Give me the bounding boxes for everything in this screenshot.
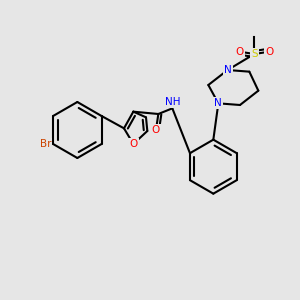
Text: Br: Br [40,139,51,149]
Text: O: O [265,47,274,57]
Text: NH: NH [165,97,180,107]
Text: N: N [224,65,232,75]
Text: O: O [235,47,244,57]
Text: N: N [214,98,222,108]
Text: O: O [152,125,160,135]
Text: S: S [251,49,258,59]
Text: O: O [129,139,137,149]
